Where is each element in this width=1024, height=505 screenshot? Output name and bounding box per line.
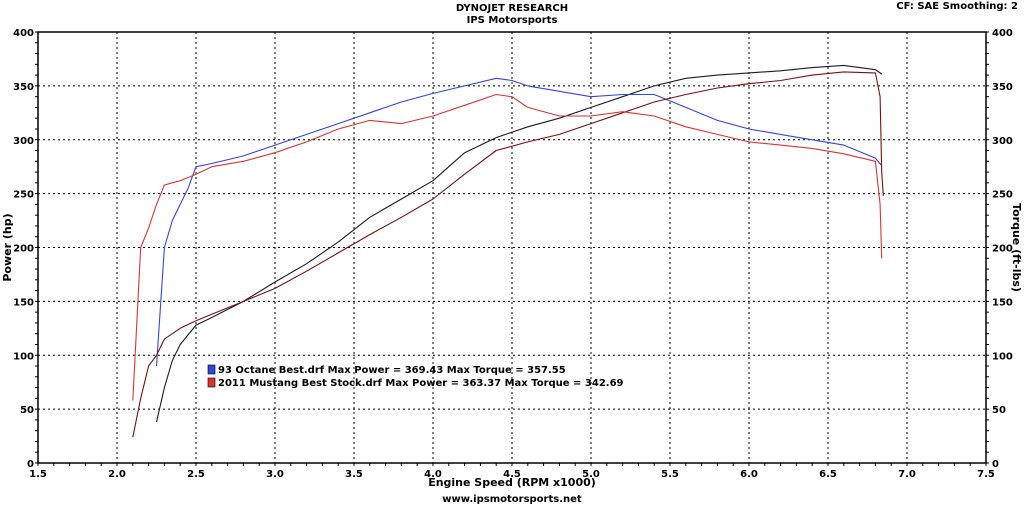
series-line-torque-3: [132, 93, 883, 401]
y-tick-label-right: 100: [992, 351, 1013, 362]
y-tick-label-left: 350: [13, 82, 34, 93]
axis-ticks: 1.5 2.0 2.5 3.0 3.5 4.0 4.5 5.0 5.5 6.0 6.5 7.0 7.50…: [13, 28, 1013, 480]
y-tick-label-right: 150: [992, 297, 1013, 308]
x-tick-label: 6.5: [819, 469, 837, 480]
y-tick-label-right: 350: [992, 82, 1013, 93]
y-tick-label-left: 0: [27, 459, 34, 470]
y-axis-label-right: Torque (ft-lbs): [1010, 203, 1023, 292]
x-tick-label: 2.0: [108, 469, 126, 480]
x-tick-label: 6.0: [740, 469, 758, 480]
y-tick-label-left: 250: [13, 190, 34, 201]
legend: 93 Octane Best.drf Max Power = 369.43 Ma…: [207, 364, 624, 389]
x-tick-label: 2.5: [187, 469, 205, 480]
x-tick-label: 7.0: [898, 469, 916, 480]
y-tick-label-left: 400: [13, 28, 34, 39]
y-tick-label-right: 400: [992, 28, 1013, 39]
chart-title: DYNOJET RESEARCH: [455, 3, 569, 14]
y-tick-label-left: 100: [13, 351, 34, 362]
legend-entry: 93 Octane Best.drf Max Power = 369.43 Ma…: [218, 365, 566, 376]
series-line-torque-1: [155, 77, 883, 367]
y-axis-label-left: Power (hp): [1, 213, 14, 281]
grid: [38, 32, 986, 463]
footer-url: www.ipsmotorsports.net: [442, 494, 582, 505]
series-layer: [132, 64, 884, 438]
chart-subtitle: IPS Motorsports: [466, 15, 558, 26]
legend-entry: 2011 Mustang Best Stock.drf Max Power = …: [218, 378, 624, 389]
y-tick-label-right: 50: [992, 405, 1006, 416]
x-tick-label: 5.5: [661, 469, 679, 480]
y-tick-label-right: 250: [992, 190, 1013, 201]
x-tick-label: 5.0: [582, 469, 600, 480]
x-tick-label: 3.0: [266, 469, 284, 480]
x-tick-label: 1.5: [29, 469, 47, 480]
y-tick-label-right: 200: [992, 244, 1013, 255]
series-line-power-0: [155, 64, 883, 423]
x-tick-label: 4.0: [424, 469, 442, 480]
y-tick-label-right: 300: [992, 136, 1013, 147]
y-tick-label-left: 150: [13, 297, 34, 308]
x-tick-label: 3.5: [345, 469, 363, 480]
legend-swatch: [207, 377, 216, 388]
y-tick-label-right: 0: [992, 459, 999, 470]
y-tick-label-left: 200: [13, 244, 34, 255]
legend-swatch: [207, 364, 216, 375]
series-line-power-2: [132, 71, 884, 438]
x-tick-label: 4.5: [503, 469, 521, 480]
x-tick-label: 7.5: [977, 469, 995, 480]
y-tick-label-left: 300: [13, 136, 34, 147]
y-tick-label-left: 50: [20, 405, 34, 416]
x-axis-label: Engine Speed (RPM x1000): [428, 476, 596, 489]
settings-readout: CF: SAE Smoothing: 2: [896, 1, 1018, 12]
